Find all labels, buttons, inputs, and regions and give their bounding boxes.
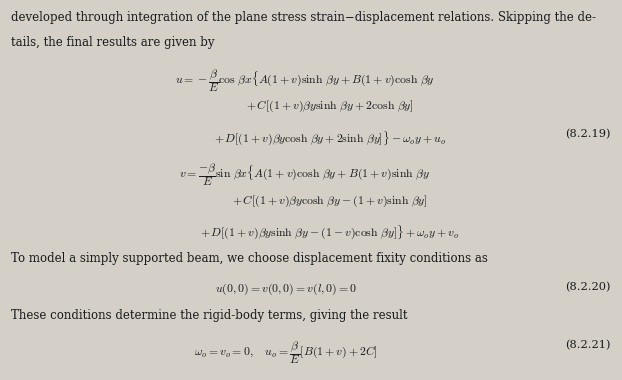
Text: $\omega_o = v_o = 0, \quad u_o = \dfrac{\beta}{E}[B(1 + v) + 2C]$: $\omega_o = v_o = 0, \quad u_o = \dfrac{…: [194, 340, 378, 366]
Text: $u(0,0) = v(0,0) = v(l,0) = 0$: $u(0,0) = v(0,0) = v(l,0) = 0$: [215, 282, 357, 297]
Text: To model a simply supported beam, we choose displacement fixity conditions as: To model a simply supported beam, we cho…: [11, 252, 488, 265]
Text: $+\,D[(1 + v)\beta y\cosh\,\beta y + 2\sinh\,\beta y]\} - \omega_o y + u_o$: $+\,D[(1 + v)\beta y\cosh\,\beta y + 2\s…: [213, 129, 446, 147]
Text: developed through integration of the plane stress strain−displacement relations.: developed through integration of the pla…: [11, 11, 596, 24]
Text: $+\,C[(1 + v)\beta y\sinh\,\beta y + 2\cosh\,\beta y]$: $+\,C[(1 + v)\beta y\sinh\,\beta y + 2\c…: [246, 99, 414, 114]
Text: $v = \dfrac{-\beta}{E}\sin\,\beta x\{A(1 + v)\cosh\,\beta y + B(1 + v)\sinh\,\be: $v = \dfrac{-\beta}{E}\sin\,\beta x\{A(1…: [179, 162, 430, 188]
Text: $+\,C[(1 + v)\beta y\cosh\,\beta y - (1 + v)\sinh\,\beta y]$: $+\,C[(1 + v)\beta y\cosh\,\beta y - (1 …: [232, 194, 427, 209]
Text: $+\,D[(1 + v)\beta y\sinh\,\beta y - (1 - v)\cosh\,\beta y]\} + \omega_o y + v_o: $+\,D[(1 + v)\beta y\sinh\,\beta y - (1 …: [200, 223, 459, 241]
Text: tails, the final results are given by: tails, the final results are given by: [11, 36, 215, 49]
Text: These conditions determine the rigid-body terms, giving the result: These conditions determine the rigid-bod…: [11, 309, 407, 322]
Text: (8.2.21): (8.2.21): [565, 340, 611, 350]
Text: $u = -\dfrac{\beta}{E}\cos\,\beta x\{A(1 + v)\sinh\,\beta y + B(1 + v)\cosh\,\be: $u = -\dfrac{\beta}{E}\cos\,\beta x\{A(1…: [175, 67, 435, 93]
Text: (8.2.19): (8.2.19): [565, 128, 611, 139]
Text: (8.2.20): (8.2.20): [565, 282, 611, 292]
